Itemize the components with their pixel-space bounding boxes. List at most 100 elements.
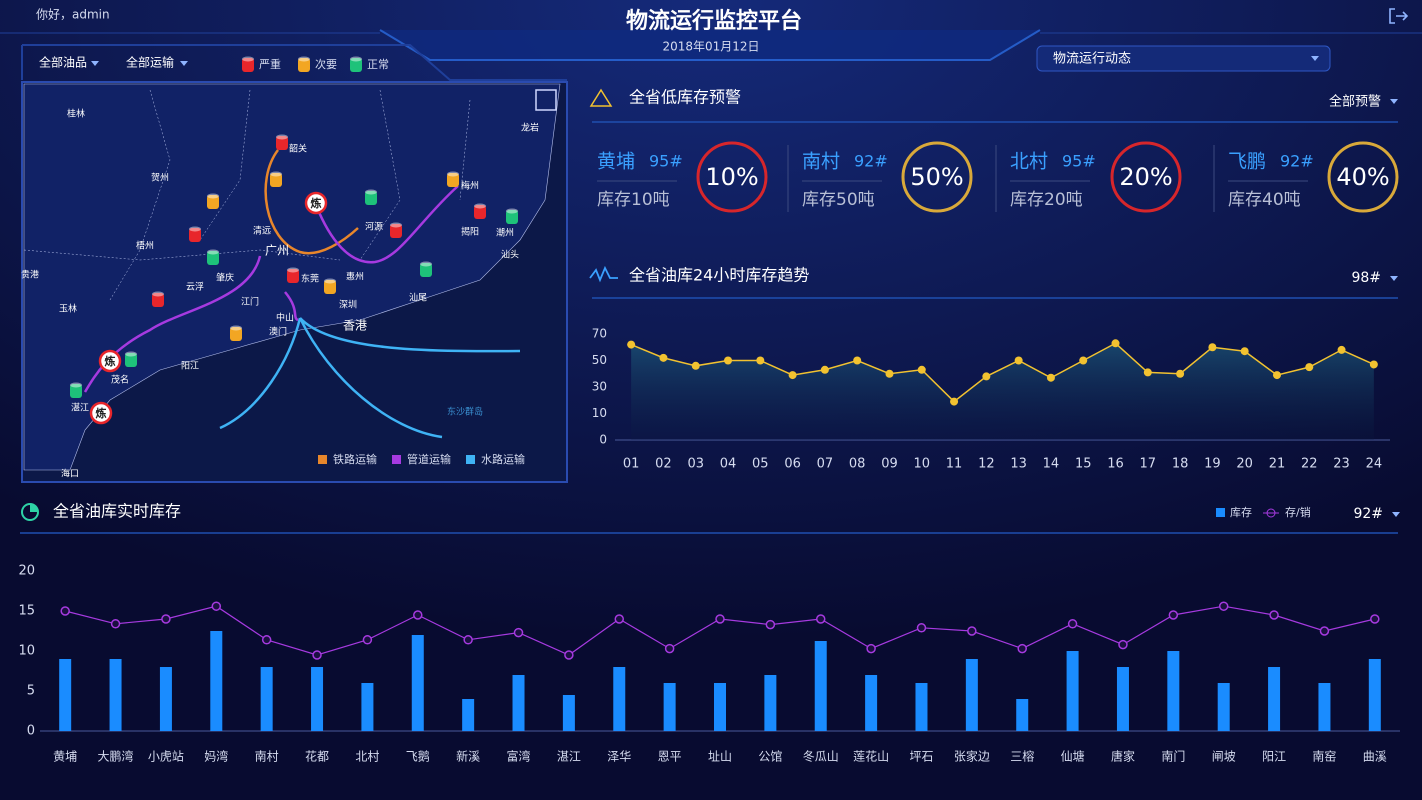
point — [1143, 368, 1152, 377]
map-label: 深圳 — [339, 300, 357, 311]
x-tick-label: 唐家 — [1111, 749, 1135, 764]
point — [211, 601, 222, 611]
point — [659, 353, 668, 362]
map-header-frame — [21, 44, 567, 81]
legend-swatch — [1216, 508, 1225, 517]
map-filter[interactable]: 全部油品 — [39, 55, 87, 70]
select-text[interactable]: 物流运行动态 — [1053, 52, 1131, 67]
chart-selector[interactable]: 98# — [1351, 270, 1381, 286]
logout-button[interactable] — [1389, 8, 1409, 24]
map-label: 梧州 — [136, 240, 154, 252]
point — [1272, 371, 1281, 380]
point — [362, 635, 373, 645]
point — [1111, 339, 1120, 348]
borders — [23, 89, 471, 301]
point — [1319, 626, 1330, 636]
bar — [965, 659, 978, 731]
point — [1269, 610, 1279, 620]
x-tick-label: 冬瓜山 — [803, 749, 839, 764]
x-tick-label: 19 — [1204, 457, 1221, 472]
point — [885, 369, 894, 378]
point — [815, 614, 826, 624]
select-box[interactable] — [1036, 45, 1331, 72]
chart-selector[interactable]: 92# — [1353, 506, 1383, 522]
dropdown-arrow — [91, 61, 99, 66]
point — [853, 356, 862, 365]
page-title: 物流运行监控平台 — [626, 8, 802, 34]
map-label: 东沙群岛 — [447, 406, 483, 418]
point — [950, 397, 959, 406]
line — [630, 342, 1375, 403]
point — [1067, 619, 1078, 629]
x-tick-label: 公馆 — [758, 749, 782, 764]
point — [916, 623, 927, 633]
warning-icon — [589, 88, 613, 107]
depot-top — [207, 193, 219, 199]
refinery-label: 炼 — [105, 354, 116, 368]
warning-name: 黄埔 — [597, 151, 635, 173]
depot-top — [207, 249, 219, 255]
warning-filter[interactable]: 全部预警 — [1329, 94, 1398, 110]
x-tick-label: 08 — [849, 457, 866, 472]
map-label: 湛江 — [71, 403, 89, 414]
warning-ring — [1327, 141, 1399, 213]
route — [284, 291, 299, 322]
dropdown-arrow — [1392, 512, 1400, 517]
x-tick-label: 15 — [1075, 457, 1092, 472]
legend-swatch-top — [242, 56, 254, 62]
bar — [159, 667, 172, 731]
map-label: 清远 — [253, 225, 271, 237]
x-tick-label: 湛江 — [557, 750, 581, 764]
greeting: 你好，admin — [36, 8, 110, 22]
x-tick-label: 莲花山 — [853, 749, 889, 764]
map-label: 肇庆 — [216, 272, 234, 284]
depot-top — [270, 171, 282, 177]
x-tick-label: 新溪 — [456, 749, 480, 764]
x-tick-label: 04 — [720, 457, 737, 472]
x-tick-label: 17 — [1140, 457, 1157, 472]
bar — [109, 659, 122, 731]
point — [1168, 610, 1179, 620]
warning-ring — [696, 141, 768, 213]
fullscreen-button[interactable] — [535, 89, 557, 111]
x-tick-label: 18 — [1172, 457, 1189, 472]
depot-top — [447, 171, 459, 177]
y-tick-label: 20 — [18, 564, 35, 579]
view-select[interactable]: 物流运行动态 — [1036, 45, 1331, 72]
depot — [420, 263, 432, 277]
y-tick-label: 70 — [592, 327, 607, 341]
point — [1369, 360, 1378, 369]
trend-icon — [589, 265, 618, 283]
bar — [462, 699, 475, 731]
warning-stock: 库存50吨 — [802, 190, 875, 210]
legend-label: 铁路运输 — [333, 452, 377, 466]
warning-ring — [901, 141, 973, 213]
dropdown-arrow — [1390, 276, 1398, 281]
depot — [152, 293, 164, 307]
point — [982, 372, 991, 381]
y-tick-label: 5 — [27, 684, 35, 699]
warning-grade: 95# — [649, 152, 683, 171]
y-tick-label: 0 — [599, 433, 607, 447]
bar — [1116, 667, 1129, 731]
x-tick-label: 01 — [623, 457, 640, 472]
warning-name: 北村 — [1010, 151, 1048, 173]
warning-panel: 全省低库存预警 全部预警 — [589, 88, 1398, 123]
legend-label: 管道运输 — [407, 452, 451, 466]
filter-text[interactable]: 全部预警 — [1329, 94, 1381, 110]
point — [1240, 347, 1249, 356]
point — [564, 650, 574, 660]
legend-swatch — [392, 455, 401, 464]
map-label: 河源 — [365, 221, 383, 233]
map-label: 汕头 — [501, 250, 519, 261]
point — [820, 365, 829, 374]
depot — [474, 205, 486, 219]
refinery-label: 炼 — [96, 406, 107, 420]
x-tick-label: 花都 — [305, 749, 329, 764]
map-filter[interactable]: 全部运输 — [126, 55, 174, 70]
map-label: 龙岩 — [521, 122, 539, 134]
warning-percent: 20% — [1119, 163, 1172, 191]
bar — [1217, 683, 1230, 731]
map-label: 惠州 — [346, 271, 364, 283]
x-tick-label: 20 — [1236, 457, 1253, 472]
